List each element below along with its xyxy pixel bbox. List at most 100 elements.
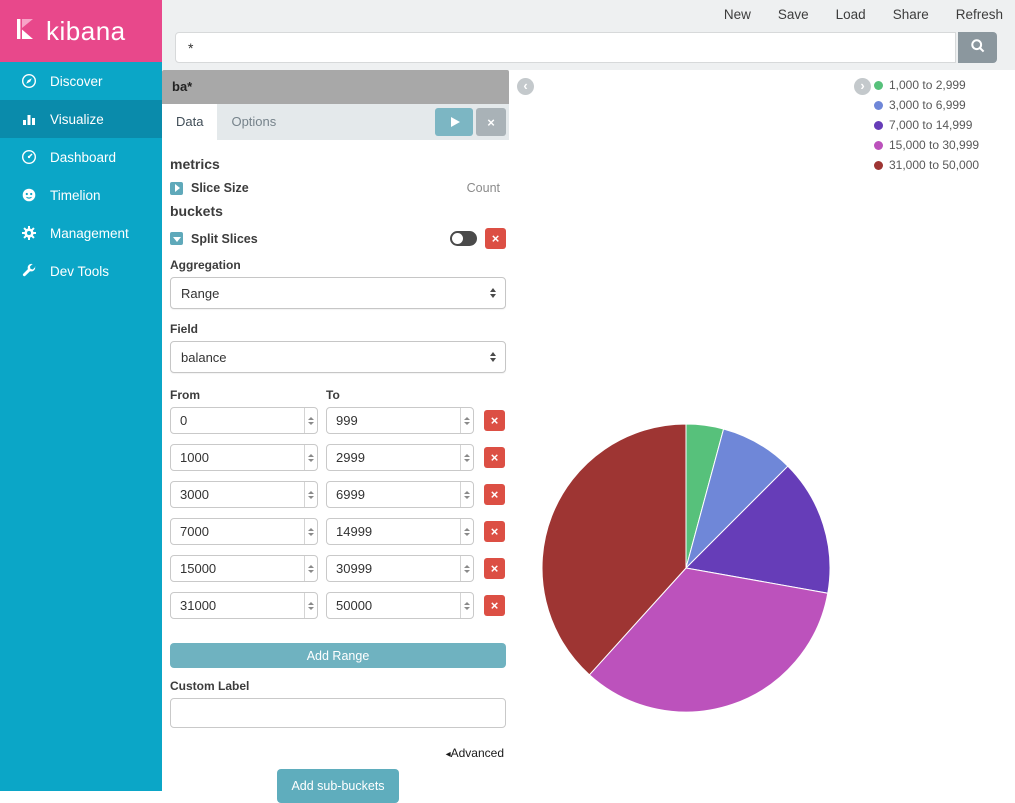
apply-changes-button[interactable]	[435, 108, 473, 136]
sidebar-item-dev-tools[interactable]: Dev Tools	[0, 252, 162, 290]
legend-item[interactable]: 3,000 to 6,999	[874, 98, 979, 112]
expand-arrow-icon[interactable]	[170, 181, 183, 195]
range-from-field[interactable]	[171, 556, 304, 581]
sidebar-item-management[interactable]: Management	[0, 214, 162, 252]
sidebar-item-dashboard[interactable]: Dashboard	[0, 138, 162, 176]
sidebar-item-label: Dev Tools	[50, 263, 110, 279]
stepper-arrows-icon[interactable]	[460, 519, 473, 544]
kibana-logo-icon	[13, 17, 37, 46]
discover-icon	[20, 73, 37, 90]
range-to-field[interactable]	[327, 593, 460, 618]
range-to-field[interactable]	[327, 482, 460, 507]
legend-dot	[874, 80, 883, 90]
pie-slice[interactable]	[588, 567, 829, 713]
range-from-field[interactable]	[171, 408, 304, 433]
pie-slice[interactable]	[541, 423, 687, 676]
remove-range-button[interactable]: ×	[484, 521, 505, 542]
new-button[interactable]: New	[723, 7, 751, 22]
advanced-link[interactable]: Advanced	[450, 746, 504, 760]
stepper-arrows-icon[interactable]	[460, 482, 473, 507]
select-arrows-icon	[490, 288, 496, 298]
range-from-input[interactable]	[170, 444, 318, 471]
tab-data[interactable]: Data	[162, 104, 218, 140]
stepper-arrows-icon[interactable]	[304, 593, 317, 618]
legend-dot	[874, 100, 883, 110]
legend-dot	[874, 120, 883, 130]
slice-size-label[interactable]: Slice Size	[191, 181, 249, 195]
stepper-arrows-icon[interactable]	[460, 556, 473, 581]
stepper-arrows-icon[interactable]	[460, 593, 473, 618]
range-to-input[interactable]	[326, 518, 474, 545]
stepper-arrows-icon[interactable]	[304, 556, 317, 581]
remove-range-button[interactable]: ×	[484, 484, 505, 505]
tab-actions: ×	[435, 104, 509, 140]
query-bar	[175, 32, 997, 63]
sidebar-item-timelion[interactable]: Timelion	[0, 176, 162, 214]
save-button[interactable]: Save	[777, 7, 809, 22]
stepper-arrows-icon[interactable]	[304, 519, 317, 544]
toggle-knob	[452, 233, 463, 244]
range-from-input[interactable]	[170, 407, 318, 434]
range-to-input[interactable]	[326, 444, 474, 471]
range-to-input[interactable]	[326, 555, 474, 582]
sidebar-item-discover[interactable]: Discover	[0, 62, 162, 100]
remove-range-button[interactable]: ×	[484, 410, 505, 431]
remove-range-button[interactable]: ×	[484, 447, 505, 468]
remove-bucket-button[interactable]: ×	[485, 228, 506, 249]
kibana-logo[interactable]: kibana	[0, 0, 162, 62]
tab-options[interactable]: Options	[231, 114, 277, 129]
range-from-input[interactable]	[170, 518, 318, 545]
legend-dot	[874, 160, 883, 170]
sidebar-item-label: Management	[50, 225, 129, 241]
pie-slice[interactable]	[684, 465, 831, 594]
remove-range-button[interactable]: ×	[484, 595, 505, 616]
aggregation-select[interactable]: Range	[170, 277, 506, 309]
range-to-field[interactable]	[327, 519, 460, 544]
collapse-legend-button[interactable]: ›	[854, 78, 871, 95]
range-from-field[interactable]	[171, 482, 304, 507]
legend-item[interactable]: 15,000 to 30,999	[874, 138, 979, 152]
add-range-button[interactable]: Add Range	[170, 643, 506, 668]
refresh-button[interactable]: Refresh	[955, 7, 1003, 22]
range-to-field[interactable]	[327, 408, 460, 433]
stepper-arrows-icon[interactable]	[304, 408, 317, 433]
range-from-input[interactable]	[170, 592, 318, 619]
load-button[interactable]: Load	[835, 7, 866, 22]
range-to-field[interactable]	[327, 556, 460, 581]
legend-label: 15,000 to 30,999	[889, 138, 980, 152]
advanced-collapse-icon: ◂	[445, 749, 451, 760]
legend-item[interactable]: 7,000 to 14,999	[874, 118, 979, 132]
query-input[interactable]	[175, 32, 956, 63]
search-button[interactable]	[958, 32, 997, 63]
collapse-panel-button[interactable]: ‹	[517, 78, 534, 95]
field-select[interactable]: balance	[170, 341, 506, 373]
range-from-field[interactable]	[171, 445, 304, 470]
range-to-input[interactable]	[326, 407, 474, 434]
play-icon	[450, 117, 460, 127]
range-to-field[interactable]	[327, 445, 460, 470]
stepper-arrows-icon[interactable]	[460, 408, 473, 433]
sidebar-item-visualize[interactable]: Visualize	[0, 100, 162, 138]
legend-item[interactable]: 1,000 to 2,999	[874, 78, 979, 92]
range-to-input[interactable]	[326, 592, 474, 619]
legend-item[interactable]: 31,000 to 50,000	[874, 158, 979, 172]
add-sub-buckets-button[interactable]: Add sub-buckets	[277, 769, 399, 803]
split-slices-toggle[interactable]	[450, 231, 477, 246]
share-button[interactable]: Share	[892, 7, 929, 22]
discard-changes-button[interactable]: ×	[476, 108, 506, 136]
range-from-field[interactable]	[171, 519, 304, 544]
stepper-arrows-icon[interactable]	[460, 445, 473, 470]
split-slices-label[interactable]: Split Slices	[191, 231, 258, 246]
custom-label-input[interactable]	[170, 698, 506, 728]
config-content: metrics Slice Size Count buckets Split S…	[162, 140, 512, 803]
chart-legend: 1,000 to 2,999 3,000 to 6,999 7,000 to 1…	[874, 78, 979, 172]
triangle-down-icon	[172, 236, 181, 242]
remove-range-button[interactable]: ×	[484, 558, 505, 579]
stepper-arrows-icon[interactable]	[304, 445, 317, 470]
range-from-input[interactable]	[170, 555, 318, 582]
range-from-field[interactable]	[171, 593, 304, 618]
range-from-input[interactable]	[170, 481, 318, 508]
collapse-arrow-icon[interactable]	[170, 232, 183, 245]
stepper-arrows-icon[interactable]	[304, 482, 317, 507]
range-to-input[interactable]	[326, 481, 474, 508]
